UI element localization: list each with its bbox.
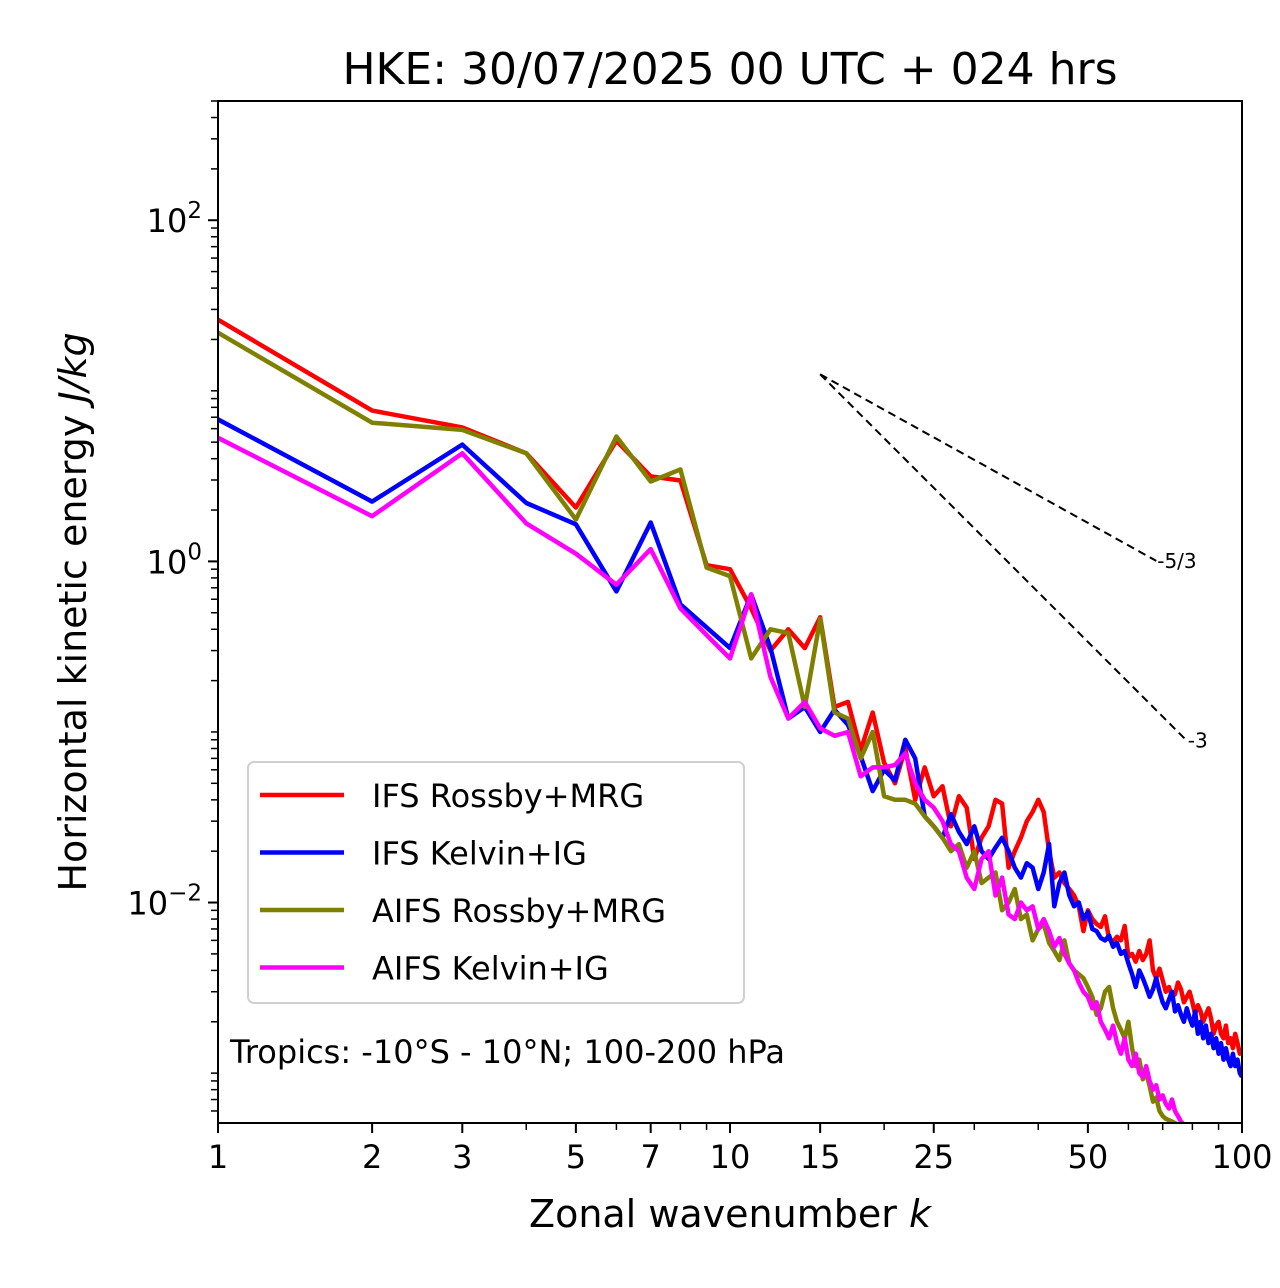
x-tick-label: 1: [208, 1138, 228, 1176]
reference-line-0: [819, 373, 1157, 562]
x-axis-ticks: 1 2 3 5 7 10 15 25 50 100: [208, 1123, 1273, 1176]
x-tick-label: 50: [1068, 1138, 1109, 1176]
y-axis-label: Horizontal kinetic energy J/kg: [51, 332, 95, 891]
series-layer: [218, 317, 1242, 1123]
legend-label-2: AIFS Rossby+MRG: [372, 892, 666, 930]
legend-label-0: IFS Rossby+MRG: [372, 777, 644, 815]
legend: IFS Rossby+MRG IFS Kelvin+IG AIFS Rossby+M…: [247, 761, 745, 1004]
series-line-2: [218, 330, 1181, 1123]
y-axis-ticks: 102 100 10−2: [127, 100, 218, 1112]
legend-label-1: IFS Kelvin+IG: [372, 835, 587, 873]
x-tick-label: 5: [566, 1138, 586, 1176]
x-tick-label: 100: [1211, 1138, 1272, 1176]
region-annotation: Tropics: -10°S - 10°N; 100-200 hPa: [229, 1033, 785, 1071]
x-tick-label: 15: [800, 1138, 841, 1176]
y-tick-label: 100: [147, 539, 202, 581]
x-tick-label: 10: [710, 1138, 751, 1176]
chart-title: HKE: 30/07/2025 00 UTC + 024 hrs: [342, 44, 1117, 95]
x-tick-label: 2: [362, 1138, 382, 1176]
x-tick-label: 3: [452, 1138, 472, 1176]
x-tick-label: 7: [641, 1138, 661, 1176]
legend-label-3: AIFS Kelvin+IG: [372, 950, 609, 988]
legend-frame: [247, 761, 745, 1004]
reference-line-1: [819, 373, 1188, 742]
reference-lines: -5/3 -3: [819, 373, 1208, 753]
y-tick-label: 102: [147, 198, 202, 240]
reference-line-label-1: -3: [1188, 729, 1208, 753]
reference-line-label-0: -5/3: [1157, 549, 1196, 573]
x-tick-label: 25: [913, 1138, 954, 1176]
series-line-3: [218, 435, 1186, 1123]
x-axis-label: Zonal wavenumber k: [529, 1192, 933, 1236]
y-tick-label: 10−2: [127, 881, 202, 923]
